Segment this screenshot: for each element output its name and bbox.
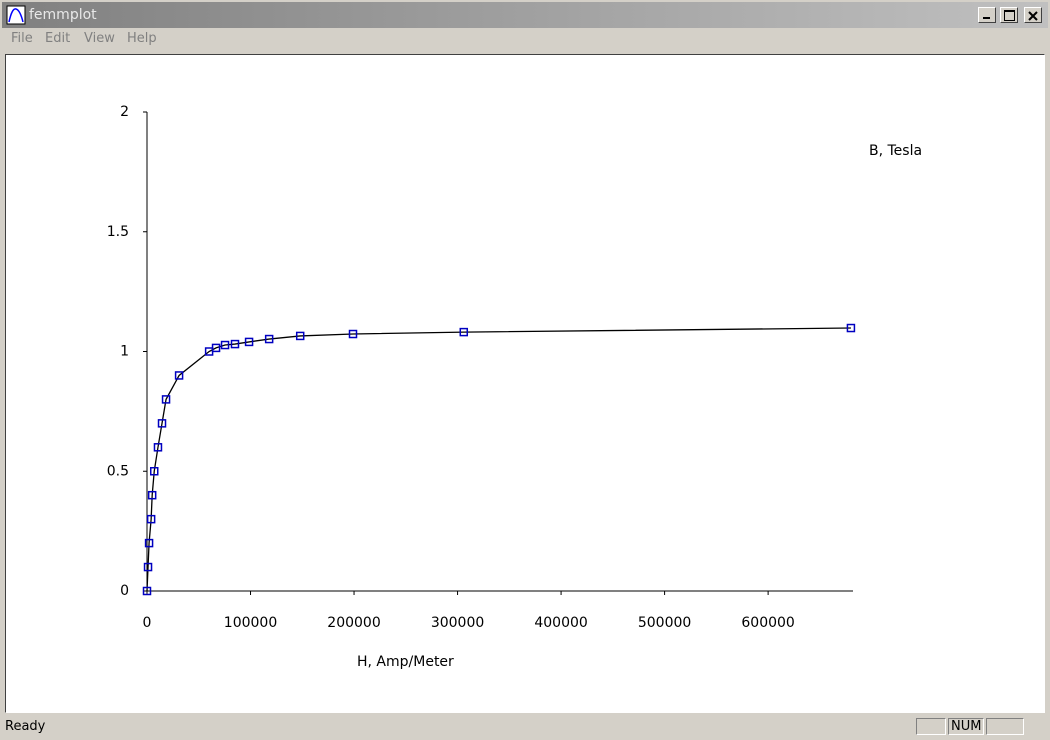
minimize-button[interactable] [978,7,996,23]
maximize-button[interactable] [1000,7,1018,23]
data-point [459,327,469,337]
menu-item[interactable]: View [84,31,115,46]
status-indicator: NUM [948,718,984,735]
data-point [244,337,254,347]
data-point [157,419,167,428]
data-point [143,562,153,572]
x-axis-label: H, Amp/Meter [357,654,454,670]
x-tick-label: 600000 [741,615,794,631]
data-point [846,323,856,333]
x-tick-label: 0 [143,615,152,631]
y-tick-label: 1.5 [107,224,129,240]
curve [146,327,851,592]
data-point [142,586,152,596]
status-pane [916,718,946,735]
data-point [295,331,305,341]
data-point [174,371,184,380]
x-tick-label: 200000 [327,615,380,631]
data-point [144,538,154,548]
plot-area: 0 0.5 1 1.5 2 0 100000 200000 300000 400000 500000… [5,54,1045,713]
window-title: femmplot [29,7,97,23]
x-tick-label: 500000 [638,615,691,631]
chart: 0 0.5 1 1.5 2 0 100000 200000 300000 400000 500000… [107,104,922,670]
menu-item[interactable]: Edit [45,31,71,46]
close-button[interactable] [1024,7,1042,23]
title-bar: femmplot [2,2,1048,28]
data-point [211,343,221,353]
status-text: Ready [5,719,46,734]
x-tick-label: 400000 [534,615,587,631]
status-bar: Ready NUM [0,715,1050,740]
data-point [348,329,358,339]
menu-item[interactable]: Help [127,31,157,46]
data-point [220,340,230,350]
data-point [146,514,156,524]
y-tick-label: 1 [120,344,129,360]
data-point [153,443,163,452]
x-tick-label: 100000 [224,615,277,631]
y-tick-label: 2 [120,104,129,120]
data-point [230,339,240,349]
x-tick-label: 300000 [431,615,484,631]
status-pane [986,718,1024,735]
data-point [149,467,159,476]
app-icon [6,5,26,25]
y-tick-label: 0 [120,583,129,599]
data-point [161,395,171,404]
data-point [147,490,157,500]
data-point [264,334,274,344]
y-tick-label: 0.5 [107,463,129,479]
menu-item[interactable]: File [11,31,33,46]
y-axis-label: B, Tesla [869,143,922,159]
